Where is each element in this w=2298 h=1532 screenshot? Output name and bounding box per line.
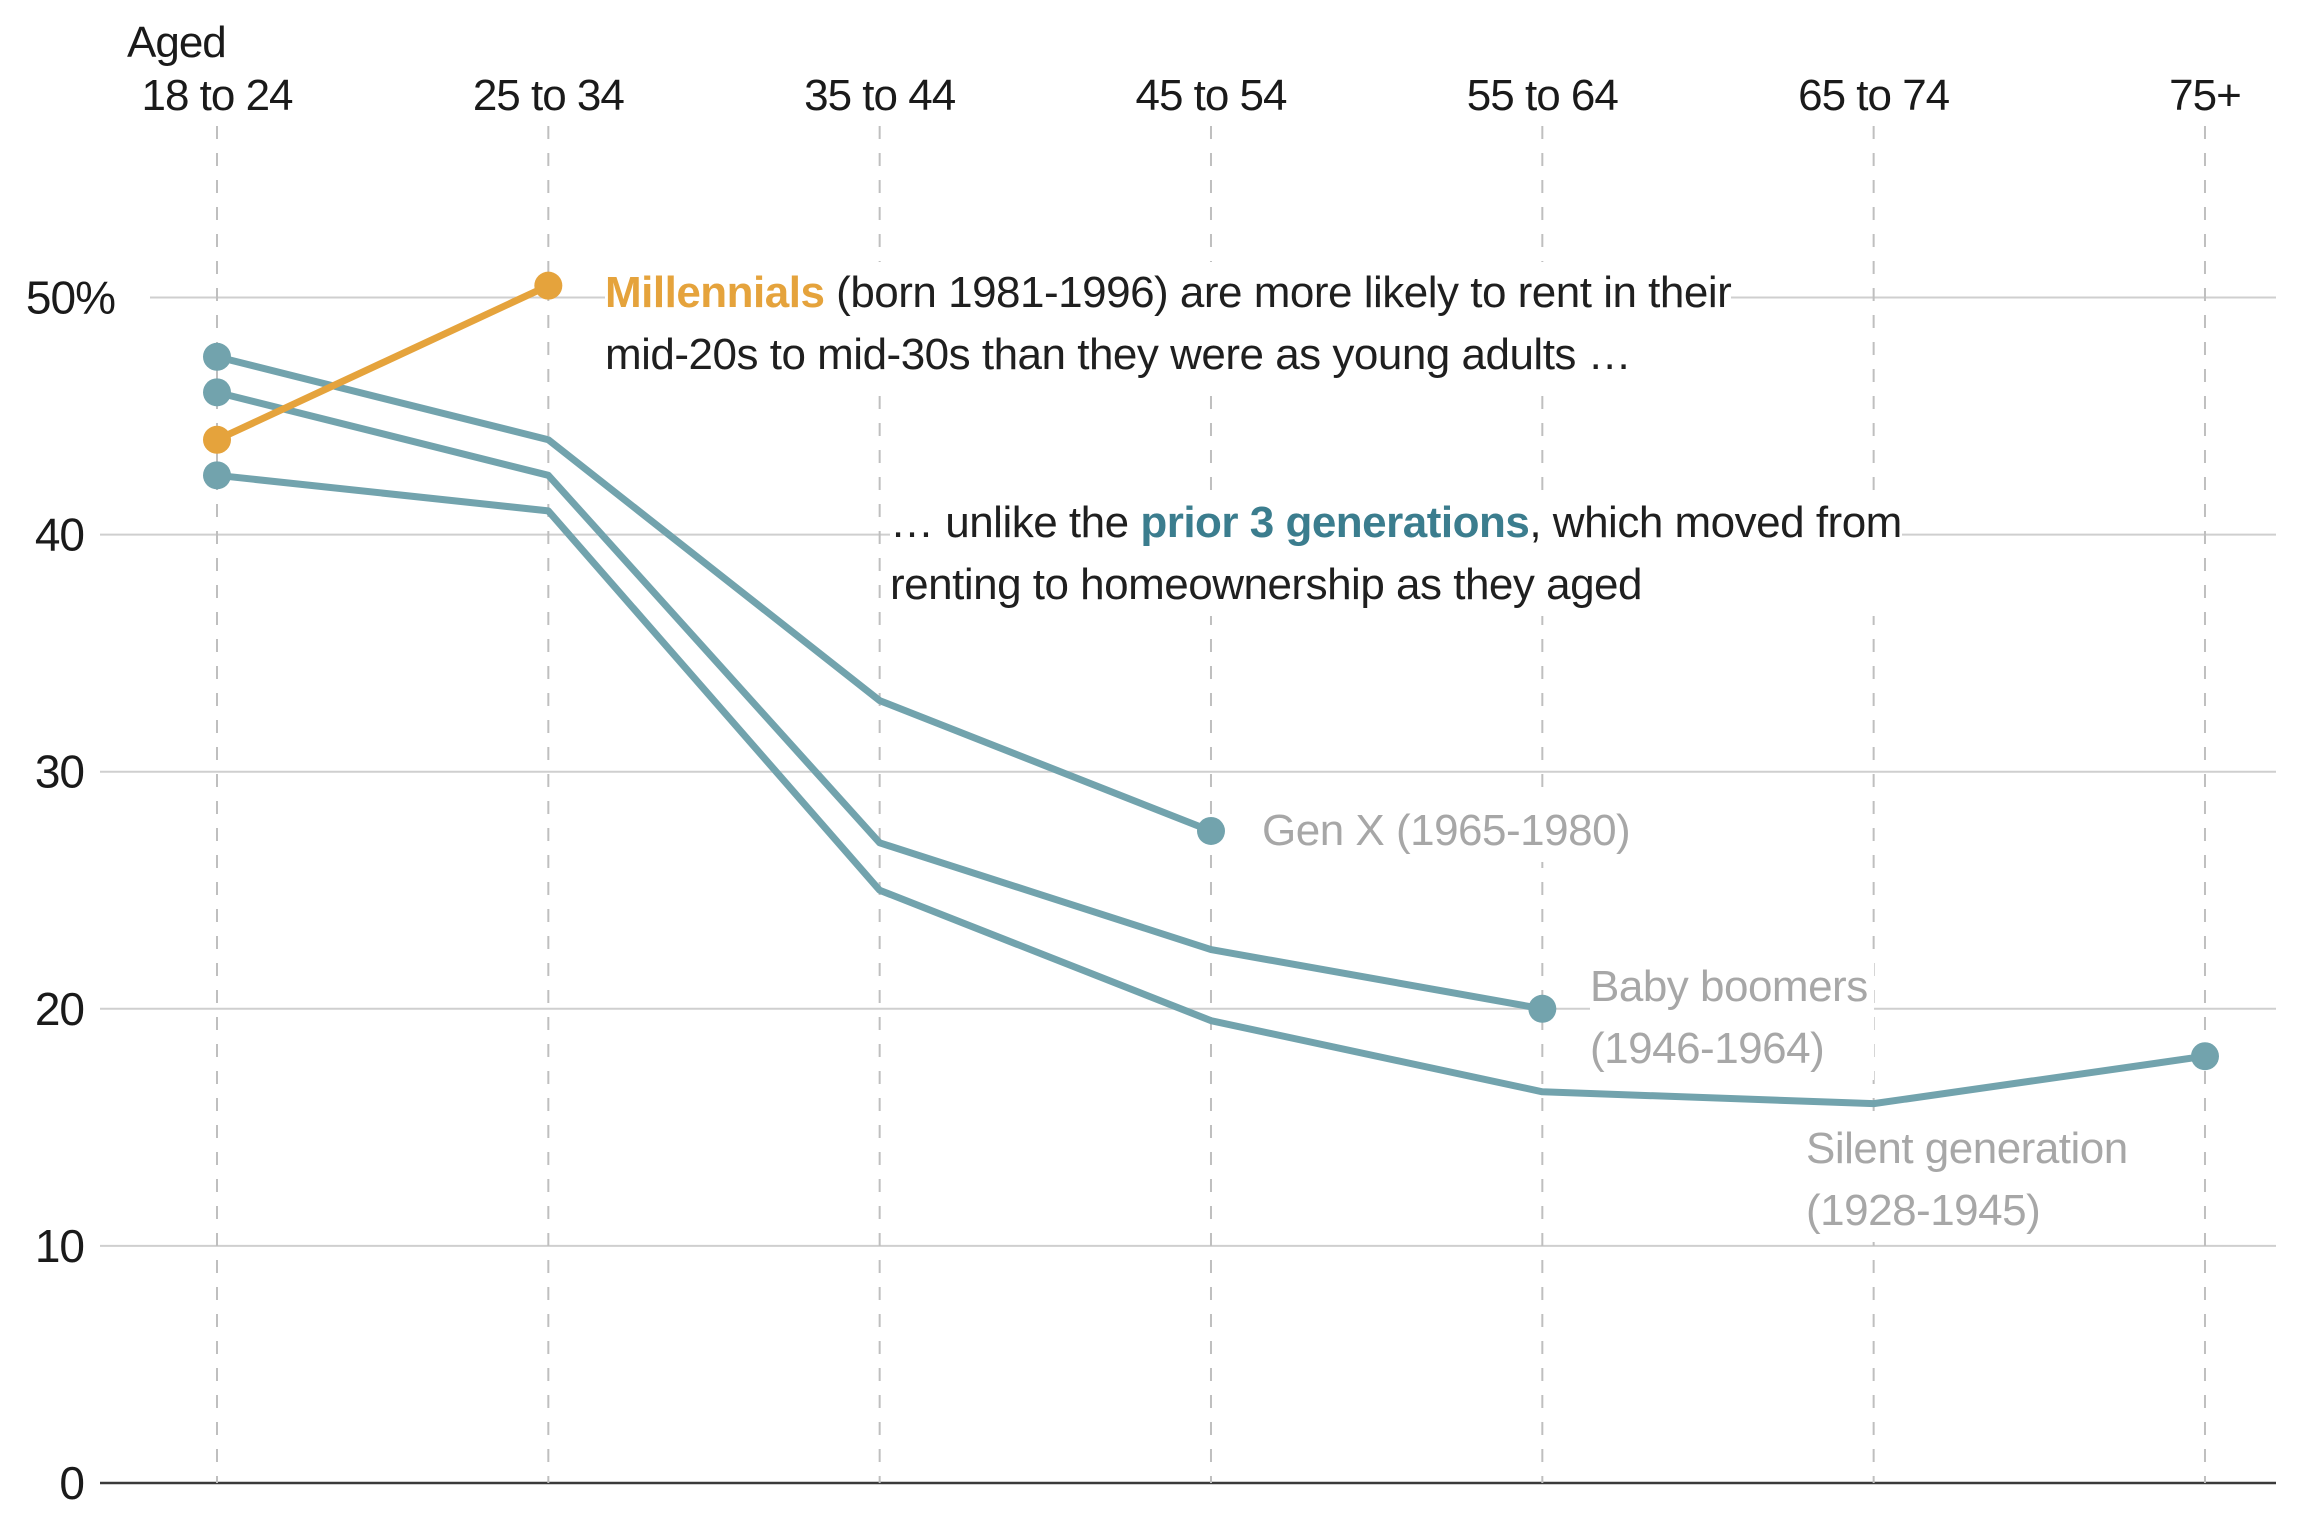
series-dot-baby-boomers-end [1528, 994, 1557, 1023]
series-label-boomers-line1: Baby boomers [1590, 962, 1868, 1011]
series-dot-silent-generation-end [2190, 1042, 2219, 1071]
y-axis-tick-10: 10 [35, 1220, 84, 1272]
series-label-silent-line1: Silent generation [1806, 1124, 2128, 1173]
series-label-genx: Gen X (1965-1980) [1262, 800, 1637, 862]
series-label-boomers: Baby boomers (1946-1964) [1590, 956, 1874, 1080]
y-axis-tick-50: 50% [26, 272, 115, 324]
series-line-gen-x [213, 353, 1215, 835]
series-line-silent-generation [213, 471, 2209, 1108]
series-label-boomers-line2: (1946-1964) [1590, 1024, 1825, 1073]
aged-axis-header: Aged [127, 18, 226, 67]
category-label-75: 75+ [2169, 71, 2241, 120]
series-dot-millennials-end [534, 271, 563, 300]
series-line-baby-boomers [213, 388, 1546, 1013]
series-label-genx-text: Gen X (1965-1980) [1262, 806, 1631, 855]
series-line-millennials [213, 282, 552, 444]
y-axis-tick-40: 40 [35, 509, 84, 561]
series-label-silent-line2: (1928-1945) [1806, 1186, 2041, 1235]
series-dot-gen-x-start [203, 342, 231, 371]
annotation-millennials-line1: Millennials (born 1981-1996) are more li… [605, 262, 1732, 324]
annotation-millennials-keyword: Millennials [605, 268, 825, 317]
y-axis-tick-0: 0 [59, 1457, 84, 1509]
annotation-millennials-line2: mid-20s to mid-30s than they were as you… [605, 330, 1632, 379]
category-label-55-to-64: 55 to 64 [1467, 71, 1619, 120]
category-label-45-to-54: 45 to 54 [1135, 71, 1287, 120]
series-label-silent: Silent generation (1928-1945) [1806, 1118, 2134, 1242]
annotation-prior-line1: … unlike the prior 3 generations, which … [890, 492, 1902, 554]
series-dot-millennials-start [203, 425, 231, 454]
category-label-25-to-34: 25 to 34 [473, 71, 625, 120]
y-axis-tick-20: 20 [35, 983, 84, 1035]
series-dot-silent-generation-start [203, 461, 231, 490]
annotation-millennials: Millennials (born 1981-1996) are more li… [605, 262, 1732, 386]
category-label-35-to-44: 35 to 44 [804, 71, 956, 120]
series-dot-baby-boomers-start [203, 378, 231, 407]
category-label-65-to-74: 65 to 74 [1798, 71, 1950, 120]
y-axis-tick-30: 30 [35, 746, 84, 798]
annotation-prior-line1-pre: … unlike the [890, 498, 1141, 547]
annotation-prior-line1-post: , which moved from [1529, 498, 1902, 547]
annotation-prior-generations: … unlike the prior 3 generations, which … [890, 492, 1902, 616]
annotation-prior-line2: renting to homeownership as they aged [890, 560, 1642, 609]
annotation-millennials-line1-rest: (born 1981-1996) are more likely to rent… [824, 268, 1732, 317]
category-label-18-to-24: 18 to 24 [141, 71, 293, 120]
series-dot-gen-x-end [1196, 816, 1225, 845]
annotation-prior-keyword: prior 3 generations [1140, 498, 1530, 547]
